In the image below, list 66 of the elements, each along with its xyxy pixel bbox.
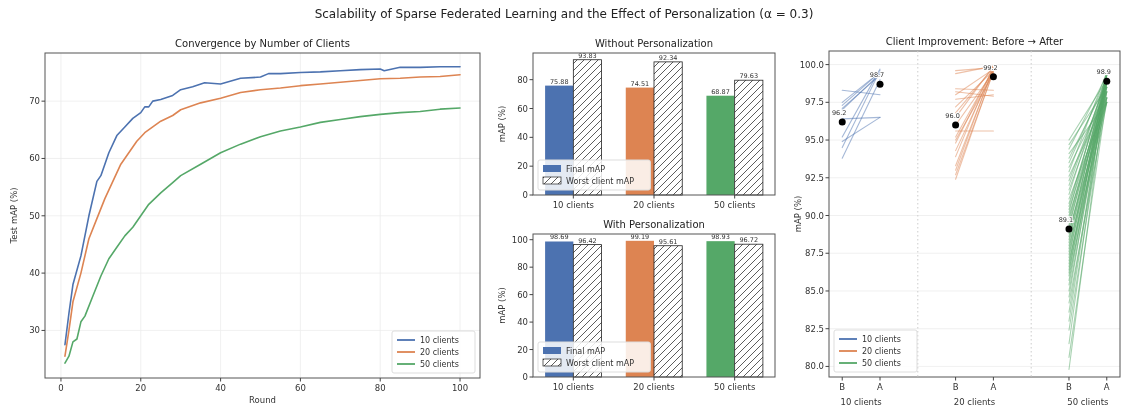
y-tick-label: 0 [522,372,528,382]
y-tick-label: 80 [517,262,528,273]
y-tick-label: 60 [517,289,528,300]
y-tick-label: 80 [517,74,528,85]
series-label: Worst client mAP [566,359,635,368]
y-tick-label: 40 [517,317,528,328]
legend-label: 50 clients [862,359,901,368]
y-tick-label: 100 [511,234,528,245]
text: 20 clients [953,397,996,407]
y-tick-label: 90.0 [805,210,824,221]
chart-title: With Personalization [603,219,705,230]
x-tick-label: B [1066,382,1073,392]
legend-label: 20 clients [420,348,459,357]
y-tick-label: 95.0 [805,135,824,146]
x-tick-label: 50 clients [714,382,756,392]
legend-label: Final mAP [566,165,606,174]
legend-label: 10 clients [420,336,459,345]
y-axis-title: mAP (%) [497,287,507,324]
y-tick-label: 85.0 [805,285,824,296]
y-tick-label: 20 [517,344,528,355]
y-tick-label: 40 [29,268,40,279]
series-label: Worst client mAP [566,177,635,186]
x-tick-label: B [952,382,959,392]
y-tick-label: 50 [29,210,40,221]
y-tick-label: 60 [517,103,528,114]
y-axis-title: mAP (%) [793,195,803,233]
x-tick-label: 20 [135,383,147,393]
y-tick-label: 82.5 [805,323,824,334]
x-tick-label: A [877,382,884,392]
x-axis-title: Round [249,395,276,405]
x-tick-label: 80 [374,383,386,393]
y-tick-label: 0 [522,190,528,200]
x-tick-label: 20 clients [633,382,676,392]
legend-label: Final mAP [566,347,606,356]
y-tick-label: 70 [29,96,40,107]
y-tick-label: 60 [29,153,40,164]
y-tick-label: 92.5 [805,172,824,183]
x-tick-label: A [1103,382,1110,392]
x-tick-label: 60 [295,383,306,393]
text: 10 clients [840,397,883,407]
x-tick-label: 100 [451,383,469,393]
y-tick-label: 30 [29,325,40,336]
y-tick-label: 87.5 [805,248,824,259]
x-tick-label: 0 [58,383,64,393]
legend-label: 20 clients [862,347,901,356]
chart-title: Without Personalization [594,38,714,49]
text: Scalability of Sparse Federated Learning and the Effect of Personalization (α = 0.3) [314,7,814,21]
x-tick-label: B [839,382,846,392]
legend-label: 10 clients [862,335,901,344]
y-tick-label: 80.0 [805,361,824,372]
y-axis-title: mAP (%) [497,105,507,143]
x-tick-label: 20 clients [633,200,676,210]
x-tick-label: 10 clients [552,382,595,392]
x-tick-label: 10 clients [552,200,595,210]
y-tick-label: 40 [517,132,528,143]
y-axis-title: Test mAP (%) [9,187,19,245]
chart-title: Convergence by Number of Clients [175,38,350,49]
y-tick-label: 97.5 [805,97,824,108]
y-tick-label: 100.0 [799,59,824,70]
x-tick-label: 50 clients [714,200,756,210]
x-tick-label: 40 [215,383,227,393]
legend-label: 50 clients [420,360,459,369]
text: 50 clients [1067,397,1110,407]
x-tick-label: A [990,382,997,392]
y-tick-label: 20 [517,161,528,172]
chart-title: Client Improvement: Before → After [885,36,1065,47]
